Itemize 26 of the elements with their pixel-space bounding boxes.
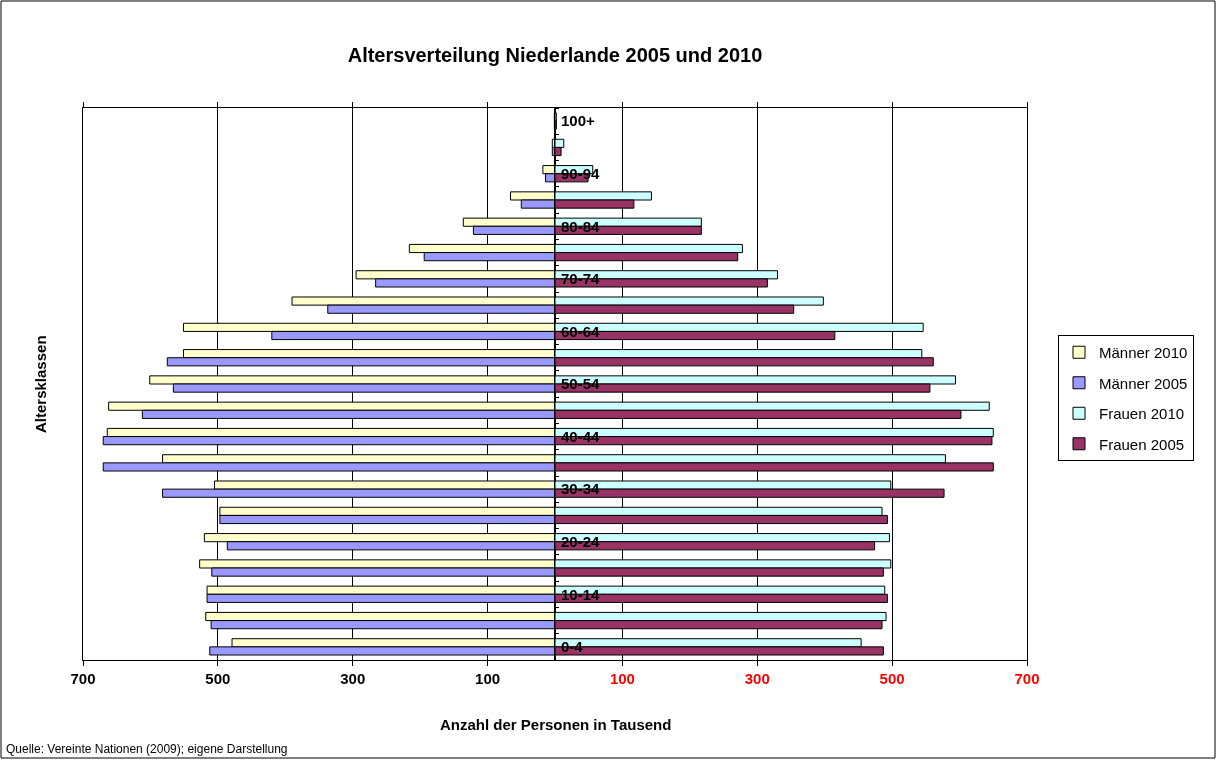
y-tick-label: 70-74 xyxy=(561,270,601,288)
y-tick-label: 60-64 xyxy=(561,322,601,340)
legend-label: Männer 2010 xyxy=(1099,344,1188,362)
y-tick-label: 10-14 xyxy=(561,585,601,603)
y-tick-label: 100+ xyxy=(561,112,596,130)
x-tick-label: 500 xyxy=(205,670,231,687)
y-axis-title: Altersklassen xyxy=(32,335,49,433)
x-tick-label: 700 xyxy=(70,670,96,687)
x-axis-title: Anzahl der Personen in Tausend xyxy=(440,716,672,733)
x-tick-label: 300 xyxy=(340,670,366,687)
legend-label: Frauen 2010 xyxy=(1099,405,1185,423)
y-tick-label: 40-44 xyxy=(561,427,601,445)
legend-label: Frauen 2005 xyxy=(1099,435,1185,453)
x-tick-label: 100 xyxy=(609,670,635,687)
y-tick-label: 50-54 xyxy=(561,375,601,393)
legend-label: Männer 2005 xyxy=(1099,374,1188,392)
x-tick-label: 300 xyxy=(744,670,770,687)
x-tick-label: 700 xyxy=(1014,670,1040,687)
y-tick-label: 30-34 xyxy=(561,480,601,498)
y-tick-label: 0-4 xyxy=(561,638,584,656)
x-tick-label: 100 xyxy=(475,670,501,687)
x-tick-label: 500 xyxy=(879,670,905,687)
y-tick-label: 20-24 xyxy=(561,532,601,550)
source-note: Quelle: Vereinte Nationen (2009); eigene Darstellung xyxy=(6,742,288,756)
chart-title: Altersverteilung Niederlande 2005 und 2010 xyxy=(347,44,763,66)
y-tick-label: 80-84 xyxy=(561,217,601,235)
